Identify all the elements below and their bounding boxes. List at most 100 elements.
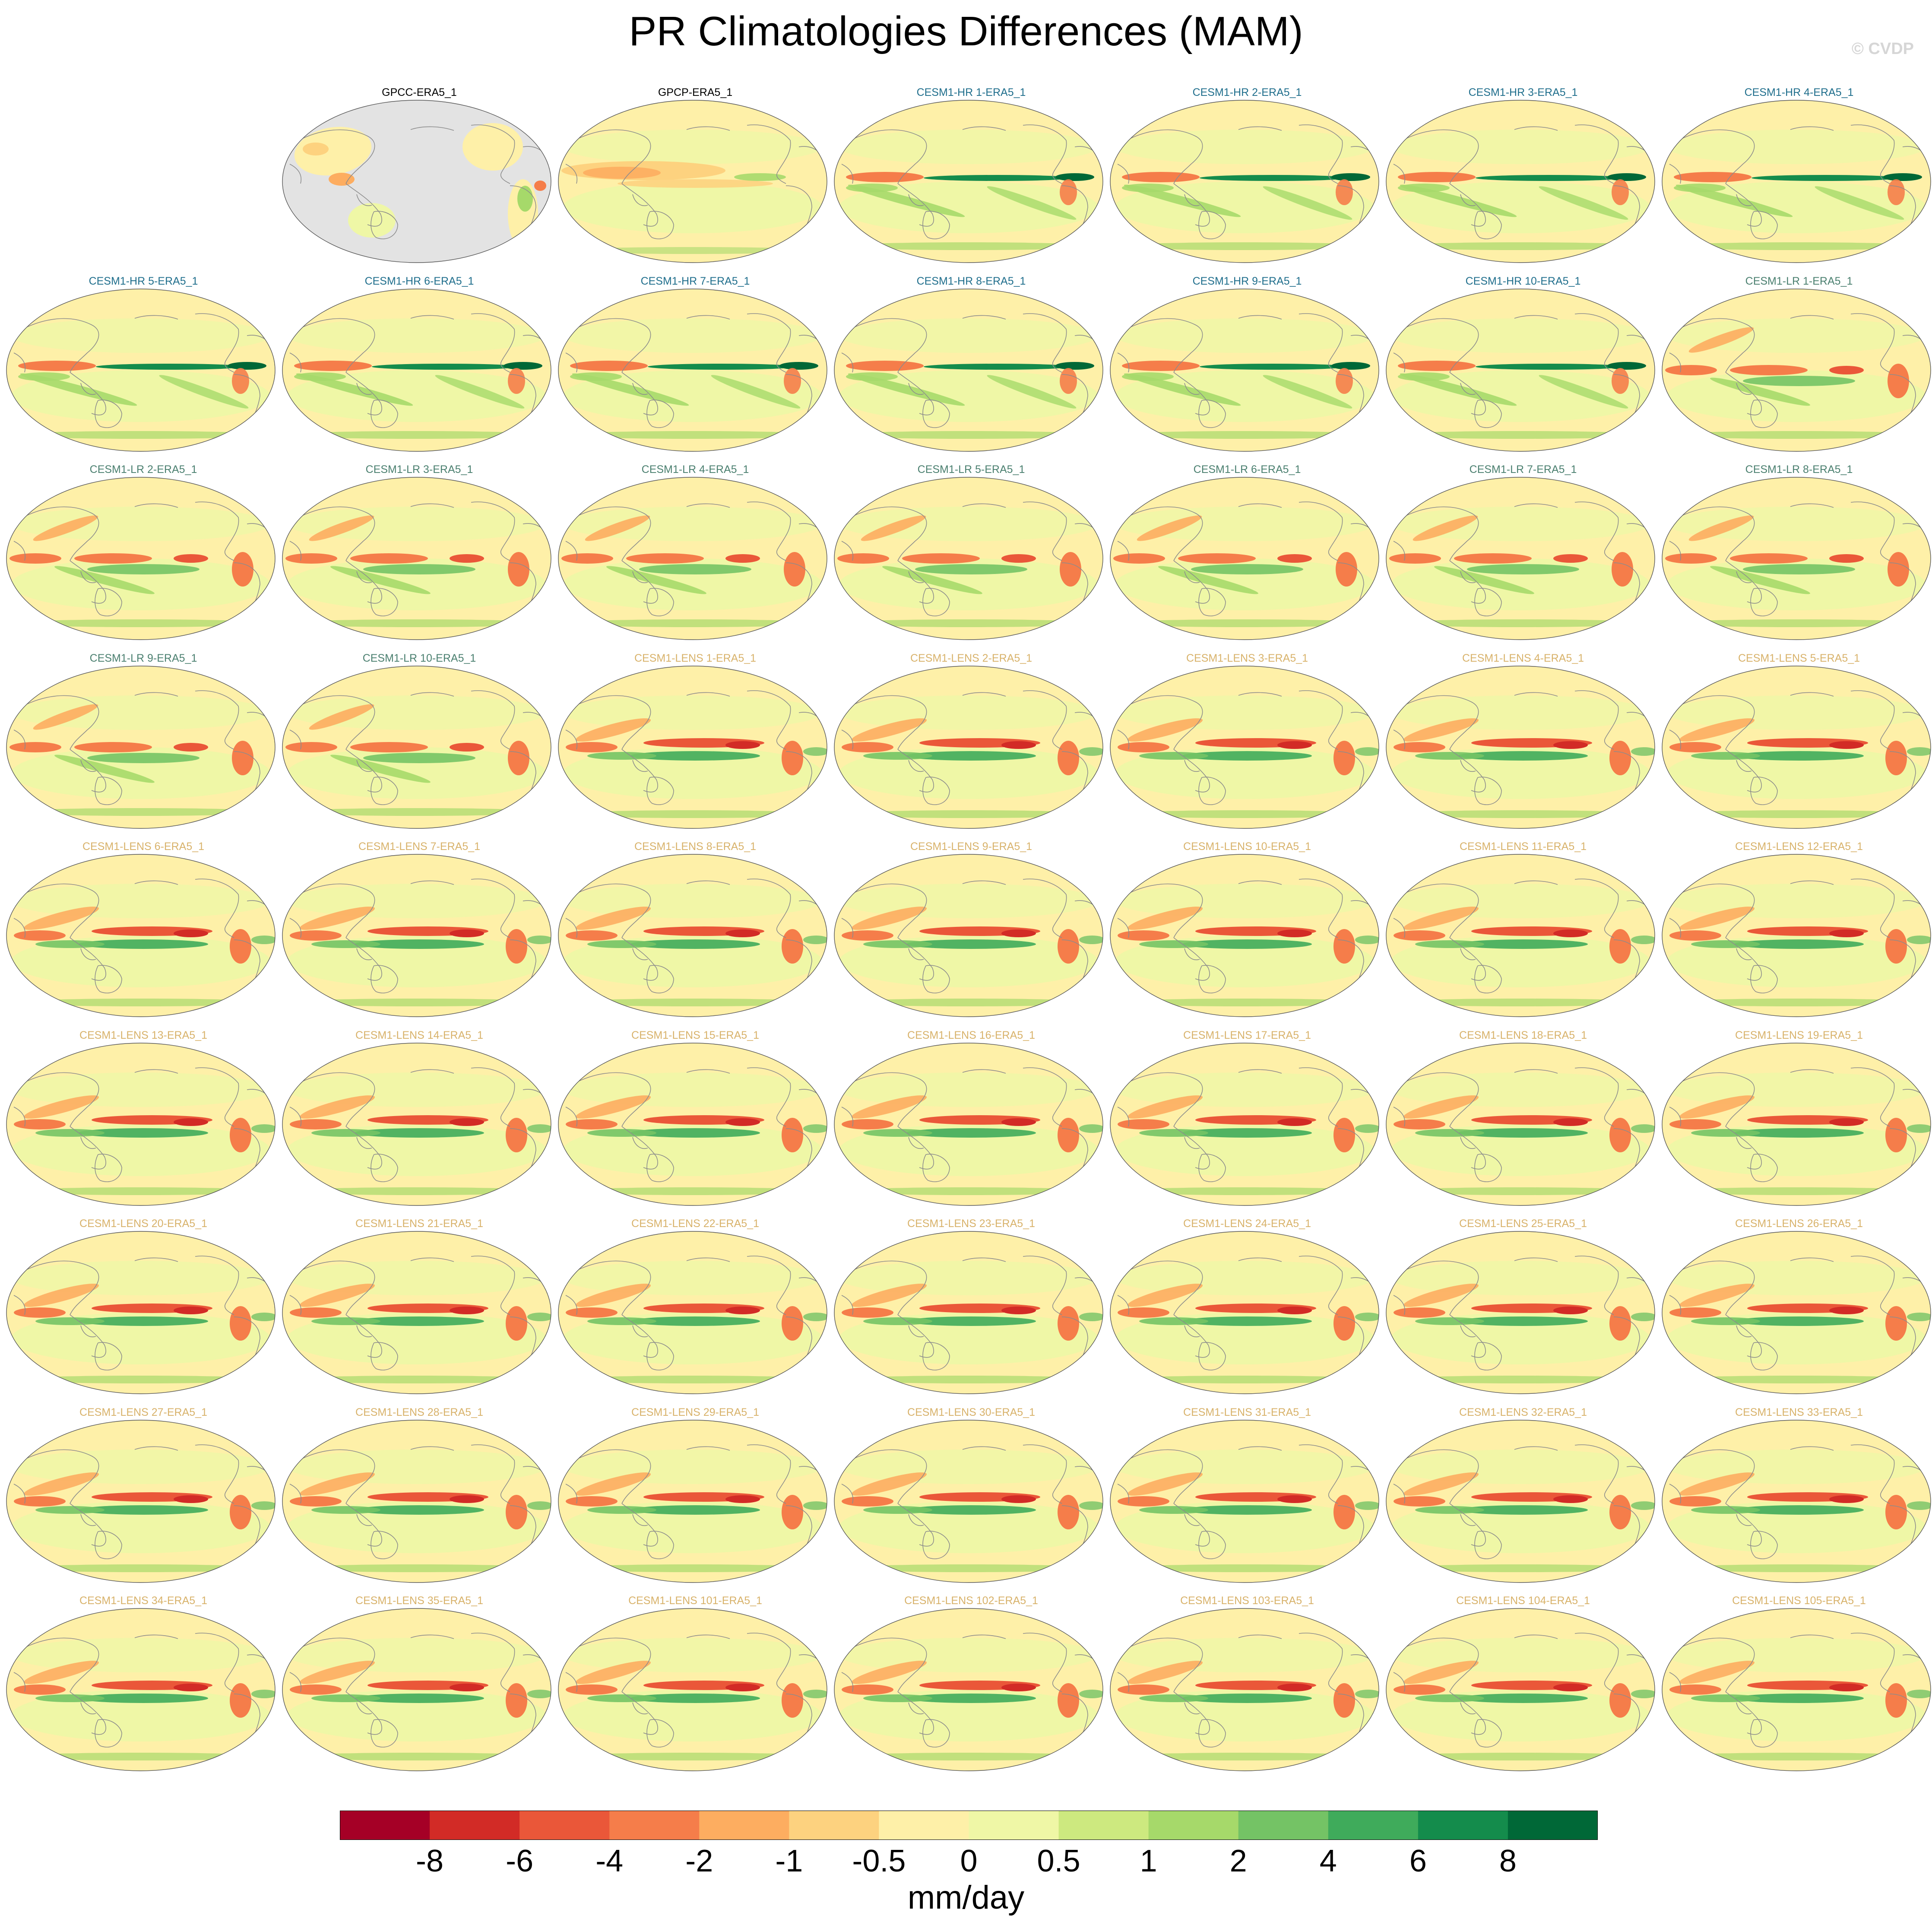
panel-title: CESM1-LENS 19-ERA5_1 [1735,1029,1863,1041]
colorbar-swatch [1148,1811,1239,1840]
panel-title: CESM1-LENS 10-ERA5_1 [1183,840,1311,853]
robinson-map [1110,1419,1379,1583]
panel-title: CESM1-LR 2-ERA5_1 [89,463,197,476]
robinson-map [558,854,827,1017]
robinson-map [1662,1608,1931,1771]
panel-title: CESM1-HR 8-ERA5_1 [916,275,1026,287]
robinson-map [1662,1419,1931,1583]
map-panel: CESM1-LR 8-ERA5_1 [1661,463,1932,652]
colorbar-tick-label: 2 [1229,1844,1247,1878]
panel-title: CESM1-HR 9-ERA5_1 [1192,275,1302,287]
colorbar-tick-label: -6 [506,1844,534,1878]
map-panel: CESM1-LENS 18-ERA5_1 [1385,1029,1661,1218]
robinson-map [282,288,551,452]
panel-title: CESM1-HR 5-ERA5_1 [89,275,198,287]
map-panel: CESM1-LENS 25-ERA5_1 [1385,1218,1661,1406]
panel-title: CESM1-LR 8-ERA5_1 [1745,463,1853,476]
colorbar-tick-label: 0 [960,1844,978,1878]
panel-title: CESM1-LENS 6-ERA5_1 [82,840,205,853]
colorbar-tick-label: 8 [1499,1844,1517,1878]
figure-title: PR Climatologies Differences (MAM) [629,8,1303,54]
robinson-map [1386,477,1655,640]
map-panel: CESM1-LENS 28-ERA5_1 [281,1406,557,1595]
panel-title: CESM1-LR 4-ERA5_1 [641,463,749,476]
map-panel: CESM1-LENS 1-ERA5_1 [557,652,833,840]
robinson-map [834,1042,1103,1206]
robinson-map [1662,665,1931,829]
panel-title: CESM1-LR 3-ERA5_1 [365,463,473,476]
robinson-map [282,477,551,640]
panel-title: CESM1-LENS 3-ERA5_1 [1186,652,1308,664]
colorbar-units-label: mm/day [907,1879,1025,1916]
panel-title: CESM1-LENS 9-ERA5_1 [910,840,1033,853]
robinson-map [1110,1608,1379,1771]
robinson-map [6,1231,276,1394]
robinson-map [558,665,827,829]
panel-title: CESM1-LR 10-ERA5_1 [362,652,476,664]
panel-title: GPCC-ERA5_1 [382,86,457,98]
map-panel: CESM1-LR 10-ERA5_1 [281,652,557,840]
map-panel: CESM1-LENS 10-ERA5_1 [1109,840,1385,1029]
colorbar-swatch [340,1811,430,1840]
colorbar-swatch [789,1811,879,1840]
robinson-map [1662,288,1931,452]
panel-title: CESM1-LENS 11-ERA5_1 [1459,840,1587,853]
panel-title: CESM1-LENS 12-ERA5_1 [1735,840,1863,853]
robinson-map [1386,1419,1655,1583]
panel-title: CESM1-LENS 28-ERA5_1 [355,1406,483,1418]
robinson-map [834,100,1103,263]
panel-title: CESM1-LENS 35-ERA5_1 [355,1595,483,1607]
map-panel: CESM1-LENS 35-ERA5_1 [281,1595,557,1783]
robinson-map [1110,288,1379,452]
robinson-map [558,288,827,452]
robinson-map [1386,665,1655,829]
map-panel: CESM1-HR 10-ERA5_1 [1385,275,1661,463]
map-panel: CESM1-LENS 104-ERA5_1 [1385,1595,1661,1783]
panel-title: CESM1-LENS 105-ERA5_1 [1732,1595,1866,1607]
map-panel: CESM1-LENS 6-ERA5_1 [5,840,282,1029]
colorbar-tick-label: -0.5 [852,1844,906,1878]
map-panel: CESM1-LENS 5-ERA5_1 [1661,652,1932,840]
robinson-map [834,854,1103,1017]
map-panel: CESM1-LR 2-ERA5_1 [5,463,282,652]
robinson-map [834,665,1103,829]
colorbar-swatch [1328,1811,1419,1840]
panel-title: CESM1-LENS 101-ERA5_1 [628,1595,762,1607]
map-panel: CESM1-LENS 32-ERA5_1 [1385,1406,1661,1595]
map-panel: CESM1-LENS 29-ERA5_1 [557,1406,833,1595]
colorbar-tick-label: 6 [1409,1844,1427,1878]
robinson-map [558,1231,827,1394]
colorbar-swatch [430,1811,520,1840]
panel-title: CESM1-LENS 17-ERA5_1 [1183,1029,1311,1041]
robinson-map [6,477,276,640]
panel-title: CESM1-LENS 27-ERA5_1 [79,1406,207,1418]
colorbar-tick-label: -1 [775,1844,803,1878]
panel-title: CESM1-LR 5-ERA5_1 [917,463,1025,476]
colorbar-tick-label: -2 [685,1844,713,1878]
map-panel: CESM1-LENS 14-ERA5_1 [281,1029,557,1218]
map-panel: CESM1-HR 2-ERA5_1 [1109,86,1385,275]
robinson-map [1386,1042,1655,1206]
map-panel: GPCC-ERA5_1 [281,86,557,275]
map-panel: CESM1-LR 3-ERA5_1 [281,463,557,652]
panel-title: CESM1-LENS 14-ERA5_1 [355,1029,483,1041]
robinson-map [282,1231,551,1394]
map-panel: CESM1-LENS 7-ERA5_1 [281,840,557,1029]
map-panel: CESM1-LENS 103-ERA5_1 [1109,1595,1385,1783]
colorbar-swatch [1418,1811,1508,1840]
map-panel: CESM1-LENS 22-ERA5_1 [557,1218,833,1406]
robinson-map [1110,477,1379,640]
panel-title: CESM1-LENS 22-ERA5_1 [631,1218,759,1230]
panel-title: CESM1-LENS 7-ERA5_1 [358,840,481,853]
map-panel: CESM1-HR 4-ERA5_1 [1661,86,1932,275]
map-panel: CESM1-LR 4-ERA5_1 [557,463,833,652]
map-panel: CESM1-HR 1-ERA5_1 [833,86,1109,275]
map-panel: CESM1-LENS 8-ERA5_1 [557,840,833,1029]
panel-title: CESM1-LENS 1-ERA5_1 [634,652,757,664]
map-panel: CESM1-LENS 105-ERA5_1 [1661,1595,1932,1783]
robinson-map [1662,477,1931,640]
panel-title: CESM1-HR 3-ERA5_1 [1468,86,1578,98]
robinson-map [1386,100,1655,263]
panel-title: CESM1-HR 4-ERA5_1 [1744,86,1854,98]
panel-title: CESM1-LENS 34-ERA5_1 [79,1595,207,1607]
